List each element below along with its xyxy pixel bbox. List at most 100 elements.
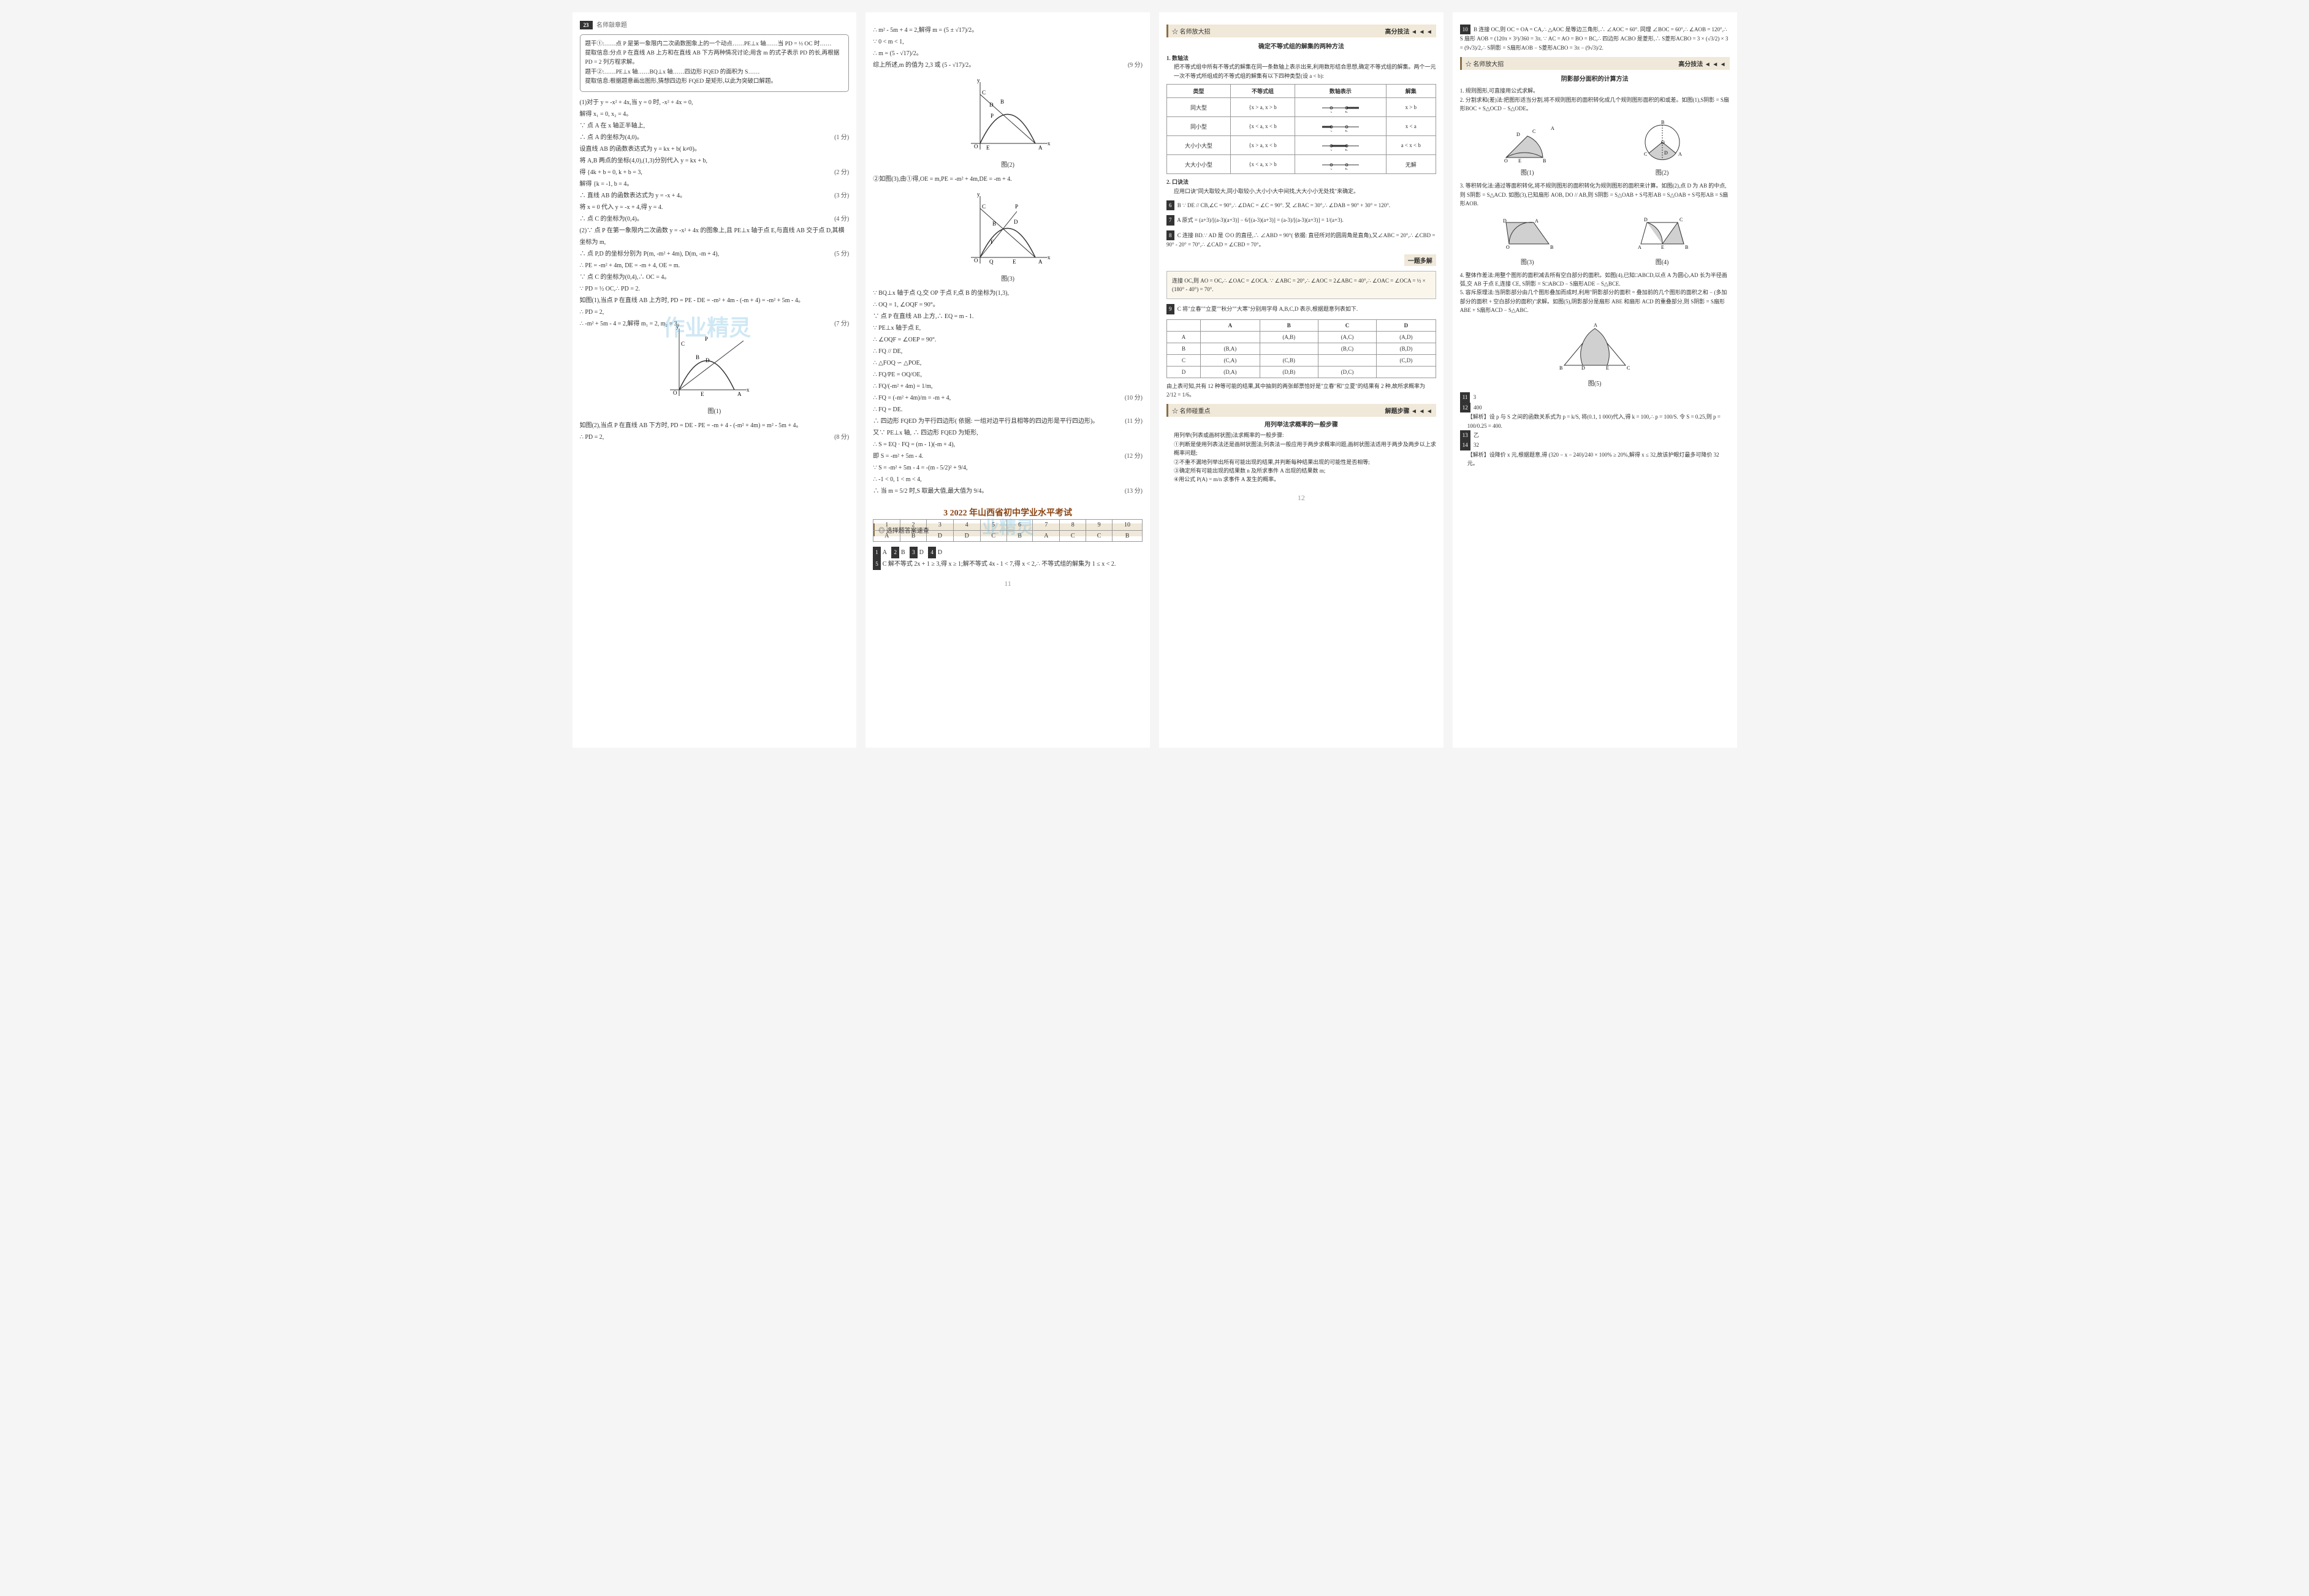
multi-label: 一题多解 (1404, 254, 1436, 266)
watermark-1: 作业精灵 (580, 310, 850, 342)
parabola-graph-2: O E A x y P C B D (965, 76, 1051, 156)
q8-tag: 8 (1166, 230, 1174, 240)
page-number-11: 11 (873, 579, 1143, 588)
svg-text:D: D (1644, 217, 1648, 222)
svg-text:P: P (1015, 203, 1018, 210)
solution-block-2: ∴ m² - 5m + 4 = 2,解得 m = (5 ± √17)/2。 ∵ … (873, 25, 1143, 71)
svg-text:x: x (1048, 254, 1051, 260)
s2-l9: ∴ FQ/(-m² + 4m) = 1/m, (873, 381, 1143, 392)
q9-conc: 由上表可知,共有 12 种等可能的结果,其中抽到的两张邮票恰好是"立春"和"立夏… (1166, 382, 1436, 400)
m4: 4. 整体作差法:用整个图形的面积减去所有空白部分的面积。如图(4),已知□AB… (1460, 271, 1730, 289)
fig5-box: A BD EC 图(5) (1460, 319, 1730, 387)
q12-sol: 【解析】设 p 与 S 之间的函数关系式为 p = k/S, 将(0.1, 1 … (1460, 412, 1730, 430)
q6-tag: 6 (1166, 200, 1174, 210)
m2-title: 2. 口诀法 (1166, 178, 1436, 186)
tech-title-2: 高分技法 ◄ ◄ ◄ (1678, 59, 1725, 68)
svg-text:A: A (1551, 126, 1554, 131)
m1-text: 把不等式组中所有不等式的解集在同一条数轴上表示出来,利用数形结合思想,确定不等式… (1166, 63, 1436, 80)
key-icon: ☆ (1172, 408, 1178, 415)
fig4-box: AEB DC 图(4) (1632, 213, 1693, 266)
sol-l3: ∵ 点 A 在 x 轴正半轴上, (580, 120, 850, 132)
q8-block: 8 C 连接 BD.∵ AD 是 ⊙O 的直径,∴ ∠ABD = 90°( 依据… (1166, 230, 1436, 249)
s2-l16: ∵ S = -m² + 5m - 4 = -(m - 5/2)² + 9/4, (873, 462, 1143, 474)
svg-text:D: D (1516, 132, 1520, 137)
shade-fig-2: BO CDA (1632, 118, 1693, 164)
q13-tag: 13 (1460, 430, 1470, 440)
svg-text:Q: Q (989, 259, 994, 265)
svg-text:O: O (974, 143, 978, 150)
key-label: 名师碰重点 (1180, 408, 1211, 415)
svg-text:B: B (1661, 120, 1664, 125)
s2-l5: ∴ ∠OQF = ∠OEP = 90°. (873, 334, 1143, 346)
q9-block: 9 C 将"立春""立夏""秋分""大寒"分别用字母 A,B,C,D 表示,根据… (1166, 304, 1436, 314)
sol-l5: 设直线 AB 的函数表达式为 y = kx + b( k≠0)。 (580, 143, 850, 155)
s2-l6: ∴ FQ // DE, (873, 346, 1143, 357)
s2-l8: ∴ FQ/PE = OQ/OE, (873, 369, 1143, 381)
svg-text:C: C (1644, 151, 1647, 157)
sol-l11: ∴ 点 C 的坐标为(0,4)。(4 分) (580, 213, 850, 225)
m5: 5. 容斥原理法:当阴影部分由几个图形叠加而成时,利用"阴影部分的面积 = 叠加… (1460, 288, 1730, 314)
teacher-label: 名师敲章题 (596, 20, 627, 29)
fig3-caption: 图(3) (873, 273, 1143, 283)
numline-4: ab (1295, 155, 1386, 174)
svg-text:C: C (982, 203, 986, 210)
solution-block-3: ∵ BQ⊥x 轴于点 Q,交 OP 于点 F,点 B 的坐标为(1,3), ∴ … (873, 287, 1143, 497)
sub-title-2: 阴影部分面积的计算方法 (1460, 74, 1730, 83)
sol-l12: (2)∵ 点 P 在第一象限内二次函数 y = -x² + 4x 的图象上,且 … (580, 225, 850, 248)
svg-text:C: C (1627, 365, 1630, 371)
q6-block: 6 B ∵ DE // CB,∠C = 90°,∴ ∠DAC = ∠C = 90… (1166, 200, 1436, 210)
svg-text:A: A (1638, 245, 1641, 250)
svg-text:D: D (1664, 150, 1668, 156)
numline-1: ab (1295, 98, 1386, 117)
multi-text: 连接 OC,则 AO = OC,∴ ∠OAC = ∠OCA. ∵ ∠ABC = … (1172, 278, 1426, 292)
s2-l12: ∴ 四边形 FQED 为平行四边形( 依据: 一组对边平行且相等的四边形是平行四… (873, 416, 1143, 427)
item-2: 2 (891, 547, 899, 558)
sol-l6: 将 A,B 两点的坐标(4,0),(1,3)分别代入 y = kx + b, (580, 155, 850, 167)
svg-text:D: D (706, 357, 710, 363)
q14-tag: 14 (1460, 440, 1470, 450)
svg-text:O: O (1504, 158, 1508, 164)
svg-text:A: A (1594, 322, 1597, 328)
numline-3: ab (1295, 136, 1386, 155)
teacher-analysis-box: 题干①:……点 P 是第一象限内二次函数图象上的一个动点……PE⊥x 轴……当 … (580, 34, 850, 92)
m1-title: 1. 数轴法 (1166, 54, 1436, 63)
tip-icon-2: ☆ (1466, 61, 1472, 68)
teacher-tip-header: ☆ 名师放大招 高分技法 ◄ ◄ ◄ (1166, 25, 1436, 37)
q14-sol: 【解析】设降价 x 元,根据题意,得 (320 − x − 240)/240 ×… (1460, 450, 1730, 468)
svg-text:E: E (1661, 245, 1664, 250)
q12-tag: 12 (1460, 403, 1470, 412)
tip-label: 名师放大招 (1180, 29, 1211, 36)
sol-l1: (1)对于 y = -x² + 4x,当 y = 0 时, -x² + 4x =… (580, 97, 850, 108)
s2-l10: ∴ FQ = (-m² + 4m)/m = -m + 4,(10 分) (873, 392, 1143, 404)
svg-text:A: A (1038, 145, 1043, 151)
diagram-row-1: OEB DCA 图(1) BO CDA 图(2) (1460, 118, 1730, 177)
sol-l16: ∵ PD = ½ OC,∴ PD = 2. (580, 283, 850, 295)
sol-l17: 如图(1),当点 P 在直线 AB 上方时, PD = PE - DE = -m… (580, 295, 850, 306)
item-5: 5 (873, 558, 881, 570)
c2-l3: ∴ m = (5 - √17)/2。 (873, 48, 1143, 59)
numline-2: ab (1295, 117, 1386, 136)
key-sub: 用列举法求概率的一般步骤 (1166, 419, 1436, 428)
svg-text:x: x (747, 387, 750, 393)
figure-3: O Q E A x y P C B D F 图(3) (873, 190, 1143, 283)
svg-text:A: A (1038, 259, 1043, 265)
after-fig1: 如图(2),当点 P 在直线 AB 下方时, PD = DE - PE = -m… (580, 420, 850, 443)
q8-ans: C 连接 BD.∵ AD 是 ⊙O 的直径,∴ ∠ABD = 90°( 依据: … (1166, 232, 1435, 248)
s2-l14: ∴ S = EQ · FQ = (m - 1)(-m + 4), (873, 439, 1143, 450)
teacher-tip-header-2: ☆ 名师放大招 高分技法 ◄ ◄ ◄ (1460, 57, 1730, 70)
method1: 1. 数轴法 把不等式组中所有不等式的解集在同一条数轴上表示出来,利用数形结合思… (1166, 54, 1436, 80)
svg-text:C: C (982, 89, 986, 96)
item-1: 1 (873, 547, 881, 558)
svg-text:B: B (1550, 245, 1553, 250)
m2: 2. 分割求和(差)法:把图形适当分割,将不规则图形的面积转化成几个规则图形面积… (1460, 96, 1730, 113)
c2-l1: ∴ m² - 5m + 4 = 2,解得 m = (5 ± √17)/2。 (873, 25, 1143, 36)
svg-text:b: b (1345, 167, 1348, 170)
key-title: 解题步骤 ◄ ◄ ◄ (1385, 406, 1432, 415)
svg-text:B: B (696, 354, 699, 360)
s2-l4: ∵ PE⊥x 轴于点 E, (873, 322, 1143, 334)
svg-text:E: E (1013, 259, 1016, 265)
svg-text:D: D (989, 102, 994, 108)
tbox-l2: 提取信息:分点 P 在直线 AB 上方和在直线 AB 下方两种情况讨论;用含 m… (585, 49, 844, 67)
figure-2: O E A x y P C B D 图(2) (873, 76, 1143, 169)
svg-text:E: E (1518, 158, 1521, 164)
